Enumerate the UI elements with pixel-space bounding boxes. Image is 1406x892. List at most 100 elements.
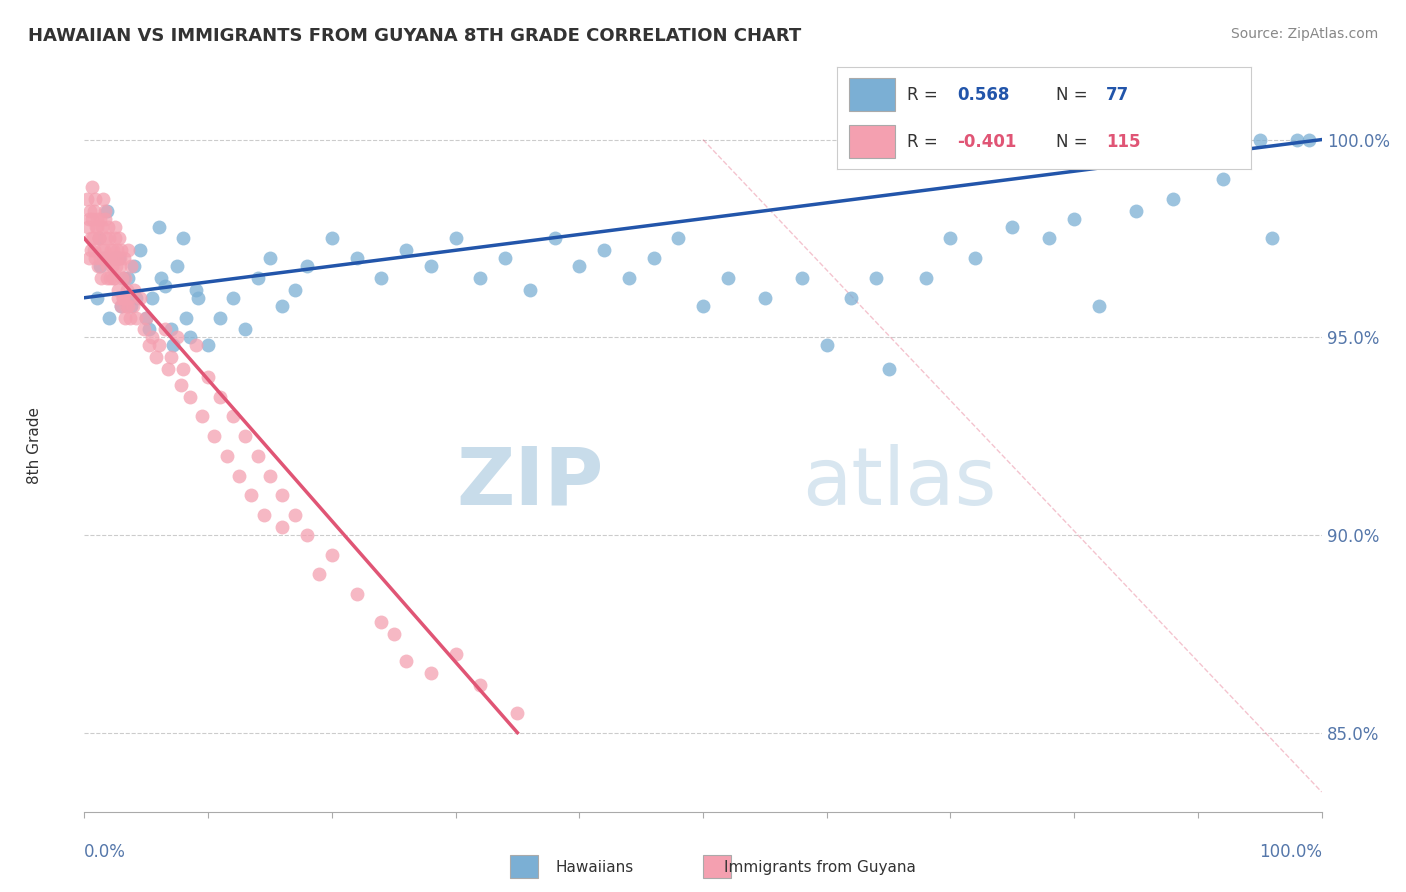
Point [98, 271, 121, 285]
Point [593, 244, 616, 258]
Point [77, 219, 100, 234]
Point [170, 377, 193, 392]
Point [98, 310, 121, 325]
Point [228, 468, 250, 483]
Point [108, 251, 131, 265]
Point [197, 338, 219, 352]
Text: 0.568: 0.568 [957, 86, 1010, 103]
Point [506, 706, 529, 720]
Text: N =: N = [1056, 133, 1094, 151]
Point [209, 390, 232, 404]
Point [346, 251, 368, 265]
Text: R =: R = [907, 86, 943, 103]
Point [83, 192, 105, 206]
Point [494, 251, 516, 265]
Point [93, 244, 115, 258]
Point [148, 219, 170, 234]
Point [395, 655, 418, 669]
Point [111, 291, 134, 305]
Text: R =: R = [907, 133, 943, 151]
Point [82, 231, 104, 245]
Point [107, 291, 129, 305]
Point [100, 259, 122, 273]
Point [100, 244, 122, 258]
Point [87, 259, 110, 273]
Point [209, 310, 232, 325]
Point [93, 251, 115, 265]
Point [166, 330, 188, 344]
Point [80, 231, 103, 245]
Point [321, 231, 343, 245]
FancyBboxPatch shape [849, 78, 894, 111]
Point [91, 251, 114, 265]
Point [246, 271, 269, 285]
Point [153, 278, 176, 293]
Point [222, 409, 245, 424]
Point [110, 259, 132, 273]
Point [1038, 231, 1060, 245]
Point [125, 291, 148, 305]
Point [568, 259, 591, 273]
Point [295, 528, 318, 542]
Point [125, 310, 148, 325]
Point [470, 271, 492, 285]
Point [253, 508, 276, 523]
Point [444, 647, 467, 661]
Point [1187, 132, 1209, 146]
Point [179, 390, 201, 404]
Text: N =: N = [1056, 86, 1094, 103]
Point [271, 299, 294, 313]
Point [1161, 192, 1184, 206]
Point [172, 231, 194, 245]
Point [129, 291, 152, 305]
Point [717, 271, 740, 285]
Point [115, 299, 138, 313]
Point [470, 678, 492, 692]
Point [114, 271, 136, 285]
Point [108, 251, 131, 265]
Point [202, 429, 225, 443]
Point [91, 219, 114, 234]
Point [117, 299, 139, 313]
Point [419, 259, 441, 273]
Point [419, 666, 441, 681]
Point [666, 231, 689, 245]
Text: HAWAIIAN VS IMMIGRANTS FROM GUYANA 8TH GRADE CORRELATION CHART: HAWAIIAN VS IMMIGRANTS FROM GUYANA 8TH G… [28, 27, 801, 45]
Point [284, 508, 307, 523]
Point [83, 244, 105, 258]
Point [877, 362, 900, 376]
Point [94, 231, 117, 245]
Point [86, 211, 108, 226]
Point [1285, 132, 1308, 146]
Point [117, 244, 139, 258]
Point [187, 291, 209, 305]
Point [271, 488, 294, 502]
Point [86, 291, 108, 305]
Point [82, 211, 104, 226]
Point [815, 338, 838, 352]
Text: Source: ZipAtlas.com: Source: ZipAtlas.com [1230, 27, 1378, 41]
Point [692, 299, 714, 313]
Point [790, 271, 813, 285]
Text: 115: 115 [1107, 133, 1140, 151]
Point [120, 299, 142, 313]
Point [246, 449, 269, 463]
Point [101, 244, 124, 258]
Point [370, 271, 392, 285]
Point [1212, 172, 1234, 186]
Point [121, 299, 143, 313]
Point [91, 192, 114, 206]
Point [1261, 231, 1284, 245]
Point [160, 322, 183, 336]
Point [84, 251, 107, 265]
Point [104, 231, 127, 245]
Point [117, 271, 139, 285]
Point [108, 231, 131, 245]
Point [118, 291, 141, 305]
Point [97, 251, 120, 265]
Text: 77: 77 [1107, 86, 1129, 103]
Point [86, 219, 108, 234]
Point [83, 203, 105, 218]
Point [105, 251, 128, 265]
Point [110, 244, 132, 258]
